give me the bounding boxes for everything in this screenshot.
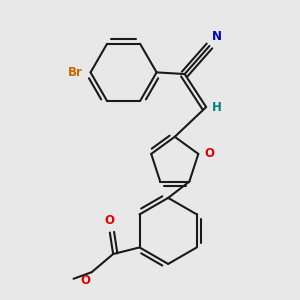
Text: H: H bbox=[212, 100, 222, 114]
Text: O: O bbox=[105, 214, 115, 227]
Text: O: O bbox=[80, 274, 90, 287]
Text: Br: Br bbox=[68, 66, 82, 79]
Text: O: O bbox=[204, 147, 214, 161]
Text: N: N bbox=[212, 30, 222, 43]
